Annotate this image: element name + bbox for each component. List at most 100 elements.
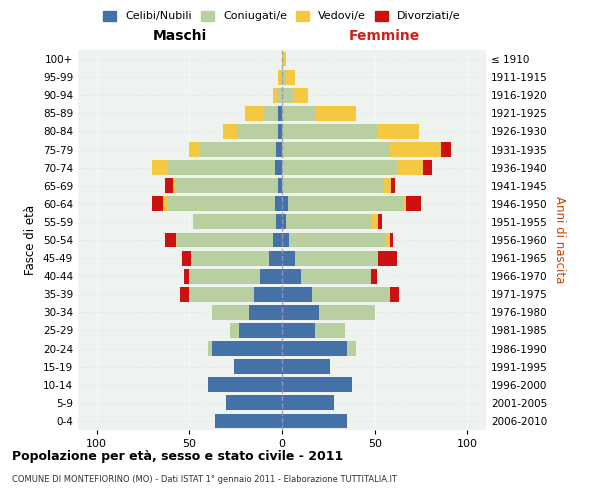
Bar: [282, 232, 289, 248]
Bar: [167, 160, 275, 175]
Bar: [212, 341, 282, 356]
Legend: Celibi/Nubili, Coniugati/e, Vedovi/e, Divorziati/e: Celibi/Nubili, Coniugati/e, Vedovi/e, Di…: [99, 6, 465, 26]
Bar: [248, 305, 282, 320]
Bar: [173, 178, 176, 193]
Bar: [282, 52, 286, 66]
Bar: [184, 269, 189, 283]
Bar: [301, 269, 371, 283]
Y-axis label: Anni di nascita: Anni di nascita: [553, 196, 566, 284]
Text: Femmine: Femmine: [349, 29, 419, 43]
Bar: [278, 106, 282, 121]
Bar: [282, 250, 295, 266]
Bar: [282, 414, 347, 428]
Bar: [406, 196, 421, 211]
Bar: [384, 178, 391, 193]
Bar: [215, 414, 282, 428]
Bar: [230, 323, 239, 338]
Bar: [176, 178, 278, 193]
Bar: [278, 70, 282, 84]
Bar: [260, 269, 282, 283]
Bar: [208, 341, 212, 356]
Bar: [282, 269, 301, 283]
Bar: [278, 88, 282, 102]
Bar: [165, 232, 176, 248]
Bar: [199, 142, 277, 157]
Bar: [286, 70, 295, 84]
Bar: [386, 232, 389, 248]
Bar: [208, 378, 282, 392]
Bar: [269, 250, 282, 266]
Bar: [379, 250, 397, 266]
Bar: [282, 178, 384, 193]
Bar: [379, 214, 382, 230]
Bar: [423, 160, 432, 175]
Bar: [282, 70, 286, 84]
Y-axis label: Fasce di età: Fasce di età: [25, 205, 37, 275]
Bar: [282, 196, 287, 211]
Bar: [273, 232, 282, 248]
Bar: [389, 232, 393, 248]
Bar: [163, 196, 167, 211]
Bar: [442, 142, 451, 157]
Text: Popolazione per età, sesso e stato civile - 2011: Popolazione per età, sesso e stato civil…: [12, 450, 343, 463]
Bar: [371, 269, 377, 283]
Bar: [275, 160, 282, 175]
Bar: [389, 287, 399, 302]
Bar: [191, 250, 269, 266]
Bar: [278, 178, 282, 193]
Bar: [282, 323, 316, 338]
Bar: [180, 287, 189, 302]
Bar: [282, 214, 286, 230]
Bar: [319, 305, 375, 320]
Bar: [212, 305, 248, 320]
Bar: [238, 124, 278, 139]
Bar: [316, 323, 345, 338]
Bar: [389, 142, 442, 157]
Bar: [282, 396, 334, 410]
Bar: [223, 124, 238, 139]
Bar: [176, 232, 273, 248]
Bar: [226, 396, 282, 410]
Bar: [282, 359, 330, 374]
Bar: [245, 106, 263, 121]
Bar: [282, 341, 347, 356]
Bar: [189, 287, 254, 302]
Bar: [379, 124, 419, 139]
Bar: [234, 359, 282, 374]
Bar: [282, 88, 293, 102]
Bar: [263, 106, 278, 121]
Bar: [277, 214, 282, 230]
Bar: [273, 88, 278, 102]
Bar: [391, 178, 395, 193]
Bar: [193, 214, 277, 230]
Bar: [152, 196, 163, 211]
Bar: [152, 160, 167, 175]
Bar: [295, 250, 379, 266]
Bar: [189, 269, 260, 283]
Bar: [293, 88, 308, 102]
Bar: [282, 106, 316, 121]
Bar: [316, 106, 356, 121]
Bar: [282, 378, 352, 392]
Bar: [311, 287, 389, 302]
Bar: [403, 196, 406, 211]
Bar: [287, 196, 403, 211]
Bar: [165, 178, 173, 193]
Bar: [182, 250, 191, 266]
Bar: [282, 305, 319, 320]
Bar: [282, 142, 389, 157]
Bar: [278, 124, 282, 139]
Bar: [167, 196, 275, 211]
Bar: [275, 196, 282, 211]
Bar: [189, 142, 199, 157]
Bar: [239, 323, 282, 338]
Text: COMUNE DI MONTEFIORINO (MO) - Dati ISTAT 1° gennaio 2011 - Elaborazione TUTTITAL: COMUNE DI MONTEFIORINO (MO) - Dati ISTAT…: [12, 475, 397, 484]
Bar: [282, 287, 311, 302]
Bar: [397, 160, 423, 175]
Bar: [254, 287, 282, 302]
Bar: [371, 214, 379, 230]
Bar: [277, 142, 282, 157]
Bar: [282, 160, 397, 175]
Bar: [282, 124, 379, 139]
Bar: [347, 341, 356, 356]
